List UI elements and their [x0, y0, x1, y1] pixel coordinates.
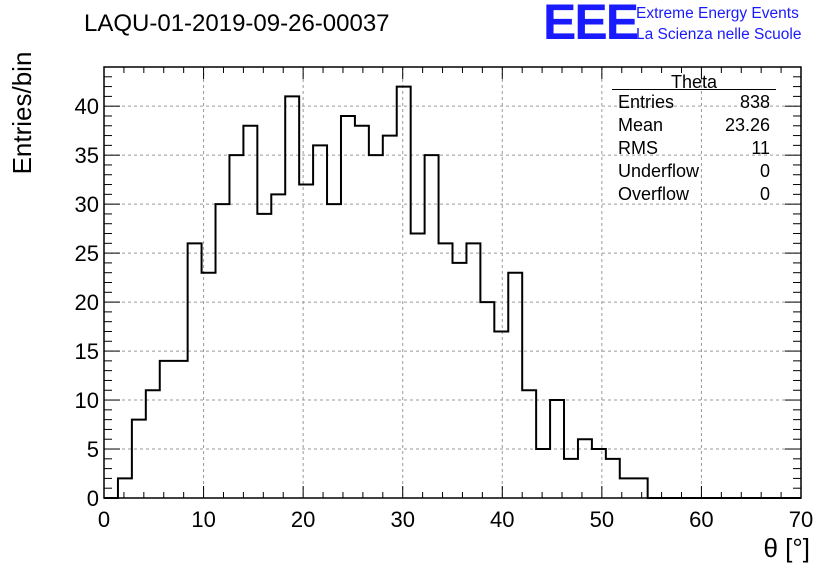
stats-label: Overflow	[618, 184, 690, 204]
stats-row: Overflow 0	[612, 182, 776, 205]
stats-label: RMS	[618, 138, 658, 158]
histogram-line	[104, 85, 801, 499]
y-tick-label: 5	[87, 437, 99, 462]
stats-value: 0	[759, 161, 770, 181]
x-axis-label: θ [°]	[763, 533, 810, 563]
stats-label: Mean	[618, 115, 664, 135]
stats-title: Theta	[612, 72, 776, 92]
axis-ticks	[103, 66, 802, 499]
x-tick-label: 0	[98, 507, 110, 532]
logo-line2: La Scienza nelle Scuole	[636, 26, 802, 43]
stats-row: Mean 23.26	[612, 113, 776, 136]
stats-value: 23.26	[724, 115, 770, 135]
x-tick-label: 30	[390, 507, 414, 532]
x-tick-label: 50	[590, 507, 614, 532]
x-tick-label: 10	[191, 507, 215, 532]
stats-label: Entries	[618, 92, 675, 112]
x-tick-label: 70	[789, 507, 813, 532]
x-tick-label: 40	[490, 507, 514, 532]
stats-value: 11	[751, 138, 770, 158]
y-tick-label: 35	[75, 143, 99, 168]
stats-label: Underflow	[618, 161, 700, 181]
stats-row: Entries 838	[612, 90, 776, 113]
logo-line1: Extreme Energy Events	[636, 5, 799, 22]
stats-row: Underflow 0	[612, 159, 776, 182]
y-tick-label: 10	[75, 388, 99, 413]
stats-box: Theta Entries 838 Mean 23.26 RMS 11 Unde…	[612, 72, 776, 205]
y-axis-label: Entries/bin	[7, 51, 37, 175]
logo-caption: Extreme Energy Events La Scienza nelle S…	[636, 3, 801, 45]
stats-row: RMS 11	[612, 136, 776, 159]
y-tick-label: 20	[75, 290, 99, 315]
y-tick-label: 25	[75, 241, 99, 266]
x-tick-label: 60	[689, 507, 713, 532]
stats-value: 838	[739, 92, 770, 112]
y-tick-label: 15	[75, 339, 99, 364]
y-tick-label: 40	[75, 94, 99, 119]
y-tick-labels: 0 5 10 15 20 25 30 35 40	[75, 94, 99, 511]
chart-title: LAQU-01-2019-09-26-00037	[84, 10, 390, 37]
x-tick-labels: 0 10 20 30 40 50 60 70	[98, 507, 813, 532]
eee-logo: EEE	[543, 0, 639, 50]
y-tick-label: 30	[75, 192, 99, 217]
x-tick-label: 20	[291, 507, 315, 532]
stats-value: 0	[759, 184, 770, 204]
y-tick-label: 0	[87, 486, 99, 511]
